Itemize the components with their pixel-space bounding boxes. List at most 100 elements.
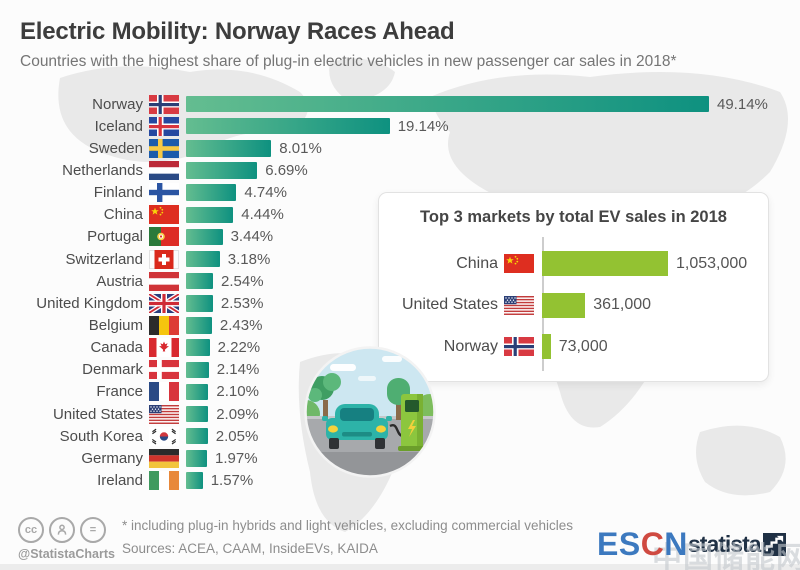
bar-germany bbox=[186, 450, 207, 467]
statista-chart-icon bbox=[762, 533, 786, 556]
chart-row-china: China 4.44% bbox=[20, 204, 768, 226]
bar-china bbox=[542, 251, 668, 277]
bar-south-korea bbox=[186, 427, 208, 445]
bar-finland bbox=[186, 184, 237, 201]
country-label: United States bbox=[401, 296, 498, 314]
canada-flag-icon bbox=[149, 338, 179, 358]
country-label: Portugal bbox=[87, 228, 143, 246]
portugal-flag-icon bbox=[149, 227, 179, 247]
austria-flag-icon bbox=[149, 271, 179, 291]
country-label: Canada bbox=[90, 339, 143, 357]
creative-commons-icons: cc = bbox=[18, 517, 106, 543]
bar-norway bbox=[186, 95, 709, 113]
netherlands-flag-icon bbox=[149, 160, 179, 180]
chart-row-iceland: Iceland 19.14% bbox=[20, 115, 768, 137]
chart-row-sweden: Sweden 8.01% bbox=[20, 137, 768, 159]
bar-china bbox=[186, 206, 234, 224]
statista-logo: statista bbox=[688, 531, 786, 558]
value-label: 361,000 bbox=[593, 296, 652, 314]
chart-row-netherlands: Netherlands 6.69% bbox=[20, 159, 768, 181]
denmark-flag-icon bbox=[149, 360, 179, 380]
belgium-flag-icon bbox=[149, 315, 179, 335]
chart-row-portugal: Portugal 3.44% bbox=[20, 226, 768, 248]
chart-row-canada: Canada 2.22% bbox=[20, 337, 768, 359]
chart-row-belgium: Belgium 2.43% bbox=[20, 314, 768, 336]
page-title: Electric Mobility: Norway Races Ahead bbox=[20, 18, 455, 45]
bar-canada bbox=[186, 339, 210, 356]
bar-denmark bbox=[186, 361, 209, 378]
inset-row-china: China 1,053,000 bbox=[379, 243, 768, 285]
value-label: 8.01% bbox=[279, 139, 322, 157]
value-label: 2.05% bbox=[215, 427, 259, 445]
bar-belgium bbox=[186, 317, 212, 334]
value-label: 2.22% bbox=[217, 339, 261, 357]
bar-united-kingdom bbox=[186, 295, 213, 312]
country-label: Belgium bbox=[88, 316, 143, 334]
value-label: 2.09% bbox=[216, 405, 259, 423]
china-flag-icon bbox=[149, 205, 179, 225]
united-states-flag-icon bbox=[149, 404, 179, 424]
footnote-text: * including plug-in hybrids and light ve… bbox=[122, 518, 573, 533]
france-flag-icon bbox=[149, 382, 179, 402]
country-label: Denmark bbox=[82, 361, 143, 379]
value-label: 2.14% bbox=[216, 361, 260, 379]
bar-norway bbox=[542, 334, 551, 360]
value-label: 3.44% bbox=[230, 228, 274, 246]
country-label: Austria bbox=[96, 272, 143, 290]
bar-switzerland bbox=[186, 250, 220, 268]
statista-wordmark: statista bbox=[688, 531, 762, 557]
country-label: Germany bbox=[81, 449, 143, 467]
sweden-flag-icon bbox=[149, 138, 179, 158]
bar-france bbox=[186, 383, 209, 401]
bar-ireland bbox=[186, 472, 203, 489]
chart-row-united-states: United States 2.09% bbox=[20, 403, 768, 425]
united-states-flag-icon bbox=[504, 295, 534, 315]
bottom-watermark-band bbox=[0, 564, 800, 570]
united-kingdom-flag-icon bbox=[149, 293, 179, 313]
value-label: 2.10% bbox=[216, 383, 259, 401]
value-label: 19.14% bbox=[397, 117, 449, 135]
germany-flag-icon bbox=[149, 448, 179, 468]
value-label: 4.74% bbox=[244, 184, 287, 202]
value-label: 1.97% bbox=[215, 449, 258, 467]
bar-netherlands bbox=[186, 162, 258, 179]
country-label: Finland bbox=[93, 184, 143, 202]
chart-row-france: France 2.10% bbox=[20, 381, 768, 403]
chart-row-finland: Finland 4.74% bbox=[20, 182, 768, 204]
chart-row-austria: Austria 2.54% bbox=[20, 270, 768, 292]
chart-row-united-kingdom: United Kingdom 2.53% bbox=[20, 292, 768, 314]
value-label: 6.69% bbox=[265, 161, 308, 179]
country-label: Sweden bbox=[88, 139, 143, 157]
chart-row-norway: Norway 49.14% bbox=[20, 93, 768, 115]
escn-watermark: ESCN bbox=[597, 526, 688, 562]
attribution-person-icon bbox=[49, 517, 75, 543]
country-label: Norway bbox=[92, 95, 143, 113]
chart-row-denmark: Denmark 2.14% bbox=[20, 359, 768, 381]
switzerland-flag-icon bbox=[149, 249, 179, 269]
country-label: Iceland bbox=[94, 117, 143, 135]
finland-flag-icon bbox=[149, 183, 179, 203]
value-label: 1.57% bbox=[210, 471, 254, 489]
country-label: China bbox=[456, 254, 498, 272]
value-label: 2.43% bbox=[219, 316, 263, 334]
bar-austria bbox=[186, 272, 213, 290]
sources-text: Sources: ACEA, CAAM, InsideEVs, KAIDA bbox=[122, 541, 378, 556]
south-korea-flag-icon bbox=[149, 426, 179, 446]
value-label: 2.53% bbox=[220, 294, 264, 312]
china-flag-icon bbox=[504, 254, 534, 274]
inset-row-united-states: United States 361,000 bbox=[379, 285, 768, 327]
bar-united-states bbox=[186, 405, 209, 423]
cc-nd-icon: = bbox=[80, 517, 106, 543]
country-label: Ireland bbox=[97, 471, 143, 489]
value-label: 2.54% bbox=[221, 272, 264, 290]
country-label: United Kingdom bbox=[36, 294, 143, 312]
value-label: 3.18% bbox=[227, 250, 271, 268]
page-subtitle: Countries with the highest share of plug… bbox=[20, 53, 677, 70]
value-label: 4.44% bbox=[241, 206, 284, 224]
inset-title: Top 3 markets by total EV sales in 2018 bbox=[420, 208, 727, 226]
country-label: Switzerland bbox=[65, 250, 143, 268]
country-label: China bbox=[103, 206, 143, 224]
bar-united-states bbox=[542, 292, 586, 318]
country-label: South Korea bbox=[59, 427, 143, 445]
